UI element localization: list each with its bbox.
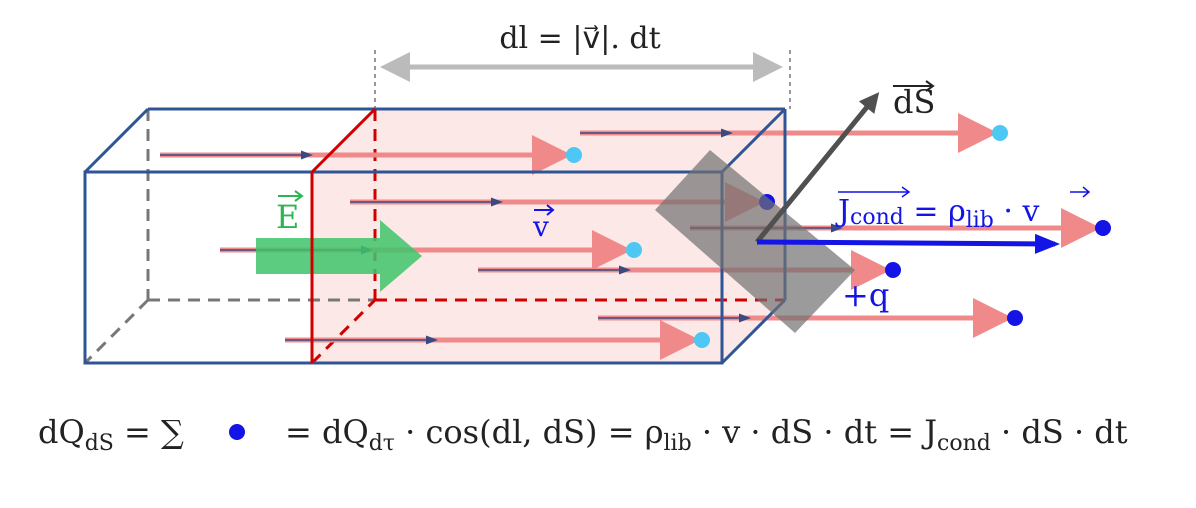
dl-dimension: dl = |v⃗|. dt — [374, 21, 791, 109]
charge-dot — [992, 125, 1008, 141]
surface-element-ds — [655, 150, 855, 333]
charge-label: +q — [842, 276, 889, 314]
charge-dot — [626, 242, 642, 258]
current-density-arrow — [756, 233, 1060, 254]
ds-vector-arrow — [755, 92, 880, 244]
e-field-label: E — [276, 198, 299, 236]
charge-dot — [566, 147, 582, 163]
slice-hidden-edges — [310, 109, 785, 365]
formula: dQdS = ∑ = dQdτ · cos(dl, dS) = ρlib · v… — [38, 413, 1128, 456]
charge-dot — [885, 262, 901, 278]
e-field-arrow: E — [256, 190, 422, 292]
velocity-label: v — [532, 210, 549, 243]
charge-dot — [1095, 220, 1111, 236]
charge-dot-symbol — [229, 424, 245, 440]
charge-dot — [1007, 310, 1023, 326]
dl-label: dl = |v⃗|. dt — [499, 21, 660, 56]
hidden-edges — [83, 109, 375, 365]
j-label: Jcond = ρlib · v — [835, 194, 1039, 233]
charge-dot — [694, 332, 710, 348]
slice-edges — [310, 107, 377, 363]
formula-lhs: dQdS = ∑ — [38, 413, 184, 456]
formula-rhs: = dQdτ · cos(dl, dS) = ρlib · v · dS · d… — [285, 413, 1128, 456]
